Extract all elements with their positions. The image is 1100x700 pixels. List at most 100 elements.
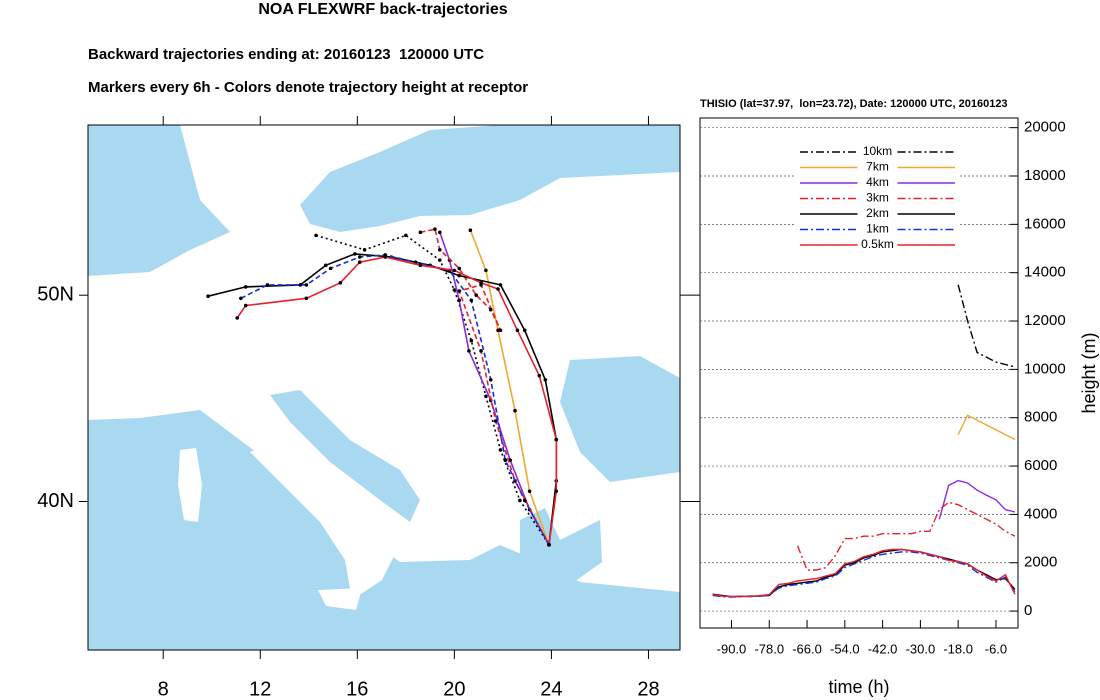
trajectory-marker xyxy=(457,273,462,278)
height-line xyxy=(712,548,1016,598)
trajectory-marker xyxy=(518,498,522,503)
trajectory-marker xyxy=(357,255,362,259)
x-tick-label: 8 xyxy=(158,678,169,700)
trajectory-marker xyxy=(457,289,462,293)
y-tick-label: 6000 xyxy=(1024,457,1057,474)
trajectory-marker xyxy=(469,298,474,303)
x-tick-label: -42.0 xyxy=(868,641,898,656)
sea xyxy=(88,125,680,650)
y-tick-label: 14000 xyxy=(1024,264,1066,281)
legend-box xyxy=(796,144,959,257)
trajectory-marker xyxy=(239,296,243,301)
trajectory-marker xyxy=(554,437,559,442)
trajectory-marker xyxy=(484,268,488,273)
y-tick-label: 20000 xyxy=(1024,119,1066,136)
trajectory-marker xyxy=(452,268,457,273)
height-line xyxy=(957,284,1016,368)
legend-label: 4km xyxy=(866,175,889,189)
trajectory-marker xyxy=(493,419,498,423)
trajectory-marker xyxy=(474,293,478,297)
x-tick-label: -66.0 xyxy=(792,641,822,656)
x-tick-label: -90.0 xyxy=(717,641,747,656)
x-tick-label: 12 xyxy=(249,678,271,700)
trajectory-marker xyxy=(457,298,462,303)
trajectory-marker xyxy=(357,260,362,264)
y-tick-label: 50N xyxy=(37,283,74,305)
trajectory-marker xyxy=(522,498,527,503)
trajectory-marker xyxy=(418,263,423,268)
x-axis-label: time (h) xyxy=(828,677,889,697)
trajectory-marker xyxy=(468,228,473,233)
y-tick-label: 16000 xyxy=(1024,215,1066,232)
trajectory-marker xyxy=(323,263,328,268)
y-axis-label: height (m) xyxy=(1079,332,1099,413)
height-line xyxy=(796,501,1016,571)
trajectory-marker xyxy=(467,349,471,353)
y-tick-label: 10000 xyxy=(1024,360,1066,377)
x-tick-label: 16 xyxy=(346,678,368,700)
y-tick-label: 40N xyxy=(37,490,74,512)
y-tick-label: 12000 xyxy=(1024,312,1066,329)
legend-label: 2km xyxy=(866,206,889,220)
x-tick-label: -54.0 xyxy=(830,641,860,656)
height-line xyxy=(938,479,1016,520)
trajectory-marker xyxy=(298,283,303,287)
trajectory-marker xyxy=(362,248,367,252)
trajectory-marker xyxy=(488,307,493,312)
trajectory xyxy=(439,232,550,546)
trajectory-marker xyxy=(543,377,548,382)
trajectory-marker xyxy=(469,338,474,343)
y-tick-label: 0 xyxy=(1024,602,1032,619)
trajectory-marker xyxy=(522,328,527,333)
map-frame xyxy=(87,124,681,651)
trajectory-marker xyxy=(527,489,532,493)
trajectory-marker xyxy=(304,283,309,287)
trajectory-marker xyxy=(496,287,500,291)
trajectory-marker xyxy=(479,281,483,285)
trajectory-marker xyxy=(243,303,248,308)
y-tick-label: 18000 xyxy=(1024,167,1066,184)
islands xyxy=(178,432,402,610)
trajectory-marker xyxy=(314,233,318,238)
trajectory-marker xyxy=(513,408,517,413)
trajectory-marker xyxy=(304,296,309,301)
subtitle: Backward trajectories ending at: 2016012… xyxy=(88,46,484,63)
trajectory-marker xyxy=(413,260,418,264)
trajectory-marker xyxy=(383,255,388,259)
trajectory-marker xyxy=(418,230,423,235)
trajectory-marker xyxy=(338,281,343,285)
trajectory-marker xyxy=(438,258,442,262)
legend-label: 0.5km xyxy=(861,237,894,251)
trajectory-marker xyxy=(488,377,493,382)
trajectory-marker xyxy=(353,252,357,256)
trajectory-marker xyxy=(554,489,559,493)
legend-label: 10km xyxy=(863,144,892,158)
trajectory-marker xyxy=(457,266,462,271)
trajectory-marker xyxy=(265,283,270,287)
trajectory-marker xyxy=(498,328,503,333)
trajectory-marker xyxy=(404,233,408,238)
y-tick-label: 2000 xyxy=(1024,554,1057,571)
trajectory-marker xyxy=(433,227,437,231)
trajectory-marker xyxy=(498,448,503,452)
x-tick-label: -18.0 xyxy=(943,641,973,656)
plot-frame xyxy=(699,117,1019,629)
trajectory-marker xyxy=(537,373,542,378)
x-tick-label: 20 xyxy=(443,678,465,700)
y-tick-label: 8000 xyxy=(1024,409,1057,426)
x-tick-label: 24 xyxy=(540,678,562,700)
trajectory-marker xyxy=(515,328,520,333)
trajectory-marker xyxy=(547,542,551,547)
trajectory-marker xyxy=(206,294,210,299)
trajectory-marker xyxy=(498,283,503,287)
trajectory-marker xyxy=(479,349,483,353)
panel-title: THISIO (lat=37.97, lon=23.72), Date: 120… xyxy=(700,98,1008,110)
trajectory-marker xyxy=(235,316,240,320)
figure-title: NOA FLEXWRF back-trajectories xyxy=(258,1,507,18)
trajectory-marker xyxy=(438,230,442,235)
trajectory-marker xyxy=(328,266,333,271)
trajectory-marker xyxy=(438,248,442,252)
trajectory-marker xyxy=(503,458,508,463)
